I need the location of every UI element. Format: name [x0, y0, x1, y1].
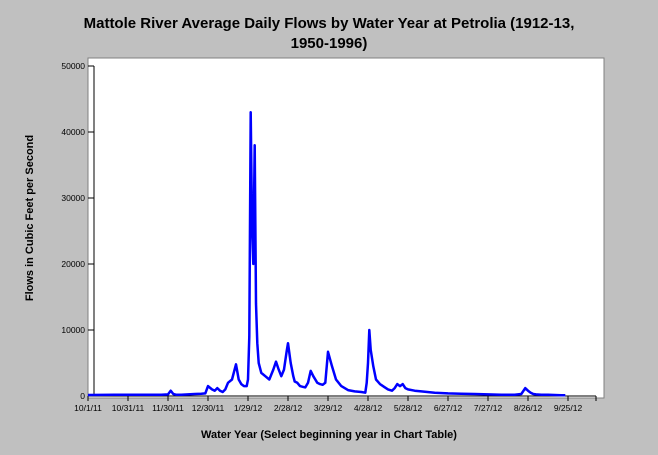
x-tick-label: 8/26/12	[514, 403, 543, 413]
flow-series-line	[87, 110, 566, 397]
x-tick-label: 7/27/12	[474, 403, 503, 413]
chart-title: Mattole River Average Daily Flows by Wat…	[0, 14, 658, 54]
y-axis-label: Flows in Cubic Feet per Second	[24, 134, 36, 302]
chart-title-line-2: 1950-1996)	[290, 35, 368, 52]
x-tick-label: 3/29/12	[314, 403, 343, 413]
x-tick-label: 4/28/12	[354, 403, 383, 413]
x-tick-label: 6/27/12	[434, 403, 463, 413]
x-tick-label: 10/1/11	[74, 403, 102, 413]
x-tick-label: 9/25/12	[554, 403, 583, 413]
y-axis-ticks: 0 10000 20000 30000 40000 50000	[61, 61, 94, 401]
x-tick-label: 2/28/12	[274, 403, 303, 413]
x-axis-ticks: 10/1/11 10/31/11 11/30/11 12/30/11 1/29/12 2/…	[74, 396, 597, 413]
y-tick-label: 40000	[61, 127, 85, 137]
chart-title-line-1: Mattole River Average Daily Flows by Wat…	[83, 15, 575, 32]
y-tick-label: 10000	[61, 325, 85, 335]
x-tick-label: 5/28/12	[394, 403, 423, 413]
x-tick-label: 1/29/12	[234, 403, 263, 413]
series-layer	[87, 110, 566, 397]
y-tick-label: 50000	[61, 61, 85, 71]
plot-area	[87, 57, 605, 399]
y-tick-label: 20000	[61, 259, 85, 269]
x-tick-label: 12/30/11	[192, 403, 225, 413]
y-tick-label: 30000	[61, 193, 85, 203]
y-tick-label: 0	[80, 391, 85, 401]
x-tick-label: 10/31/11	[112, 403, 145, 413]
x-axis-label: Water Year (Select beginning year in Cha…	[201, 429, 457, 441]
x-tick-label: 11/30/11	[152, 403, 184, 413]
